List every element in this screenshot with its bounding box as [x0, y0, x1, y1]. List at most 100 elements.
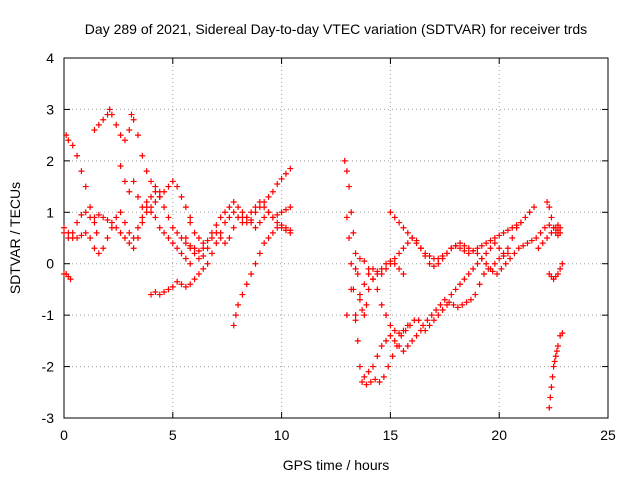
x-tick-label: 20: [491, 427, 507, 443]
data-point: [361, 373, 368, 380]
data-point: [363, 381, 370, 388]
data-point: [478, 255, 485, 262]
data-point: [117, 132, 124, 139]
series-t8: [148, 199, 294, 298]
data-point: [243, 281, 250, 288]
series-t1: [61, 178, 194, 257]
data-point: [504, 227, 511, 234]
data-point: [100, 245, 107, 252]
data-point: [113, 224, 120, 231]
data-point: [387, 260, 394, 267]
data-point: [143, 168, 150, 175]
data-point: [195, 235, 202, 241]
data-point: [108, 111, 115, 118]
data-point: [195, 271, 202, 277]
data-point: [463, 299, 470, 306]
data-point: [187, 214, 194, 221]
data-point: [139, 214, 146, 221]
data-point: [548, 384, 555, 391]
data-point: [443, 250, 450, 257]
data-point: [428, 312, 435, 319]
data-point: [409, 337, 416, 344]
data-point: [152, 289, 159, 295]
data-point: [426, 253, 433, 259]
data-point: [513, 222, 520, 229]
data-point: [232, 312, 239, 319]
data-point: [380, 373, 387, 380]
data-point: [361, 258, 368, 265]
data-point: [63, 132, 70, 139]
data-point: [74, 152, 81, 159]
data-point: [113, 214, 120, 221]
data-point: [130, 178, 137, 185]
data-point: [549, 373, 556, 380]
data-point: [498, 265, 505, 272]
data-point: [557, 265, 564, 272]
data-point: [430, 317, 437, 324]
data-point: [378, 343, 385, 349]
data-point: [504, 250, 511, 257]
data-point: [187, 260, 194, 267]
data-point: [187, 219, 194, 226]
data-point: [261, 214, 268, 221]
data-point: [404, 240, 411, 247]
data-point: [343, 214, 350, 221]
data-point: [165, 183, 172, 190]
data-point: [374, 353, 381, 360]
data-point: [200, 253, 207, 259]
data-point: [156, 291, 163, 298]
data-point: [243, 214, 250, 221]
data-point: [156, 193, 163, 200]
data-point: [134, 132, 141, 139]
data-point: [274, 181, 281, 187]
data-point: [130, 116, 137, 123]
data-point: [248, 271, 255, 277]
data-point: [261, 204, 268, 211]
data-marks: [61, 106, 566, 411]
series-t19: [546, 260, 566, 283]
data-point: [195, 247, 202, 254]
data-point: [61, 224, 67, 231]
data-point: [369, 276, 376, 283]
data-point: [491, 240, 498, 247]
data-point: [515, 245, 522, 252]
data-point: [350, 229, 357, 236]
data-point: [509, 224, 516, 231]
data-point: [524, 240, 531, 247]
data-point: [356, 296, 363, 303]
data-point: [117, 229, 124, 236]
data-point: [204, 260, 211, 267]
series-t4: [117, 163, 194, 267]
data-point: [217, 235, 224, 241]
data-point: [265, 235, 272, 241]
data-point: [182, 204, 189, 211]
data-point: [474, 245, 481, 252]
data-point: [93, 229, 100, 236]
plot-frame: [63, 57, 609, 419]
data-point: [374, 268, 381, 275]
data-point: [269, 229, 276, 236]
data-point: [217, 214, 224, 221]
series-t3: [91, 106, 163, 195]
data-point: [356, 291, 363, 298]
data-point: [413, 240, 420, 247]
data-point: [533, 235, 540, 241]
data-point: [352, 317, 359, 324]
data-point: [195, 255, 202, 262]
data-point: [404, 229, 411, 236]
data-point: [443, 301, 450, 308]
data-point: [374, 286, 381, 293]
data-point: [483, 260, 490, 267]
data-point: [361, 312, 368, 319]
data-point: [278, 175, 285, 182]
data-point: [520, 242, 527, 249]
data-point: [554, 271, 561, 277]
data-point: [433, 307, 440, 313]
data-point: [439, 307, 446, 313]
data-point: [352, 250, 359, 257]
data-point: [156, 224, 163, 231]
data-point: [465, 245, 472, 252]
series-t10: [61, 271, 74, 283]
y-tick-label: 2: [46, 153, 54, 169]
data-point: [121, 219, 128, 226]
